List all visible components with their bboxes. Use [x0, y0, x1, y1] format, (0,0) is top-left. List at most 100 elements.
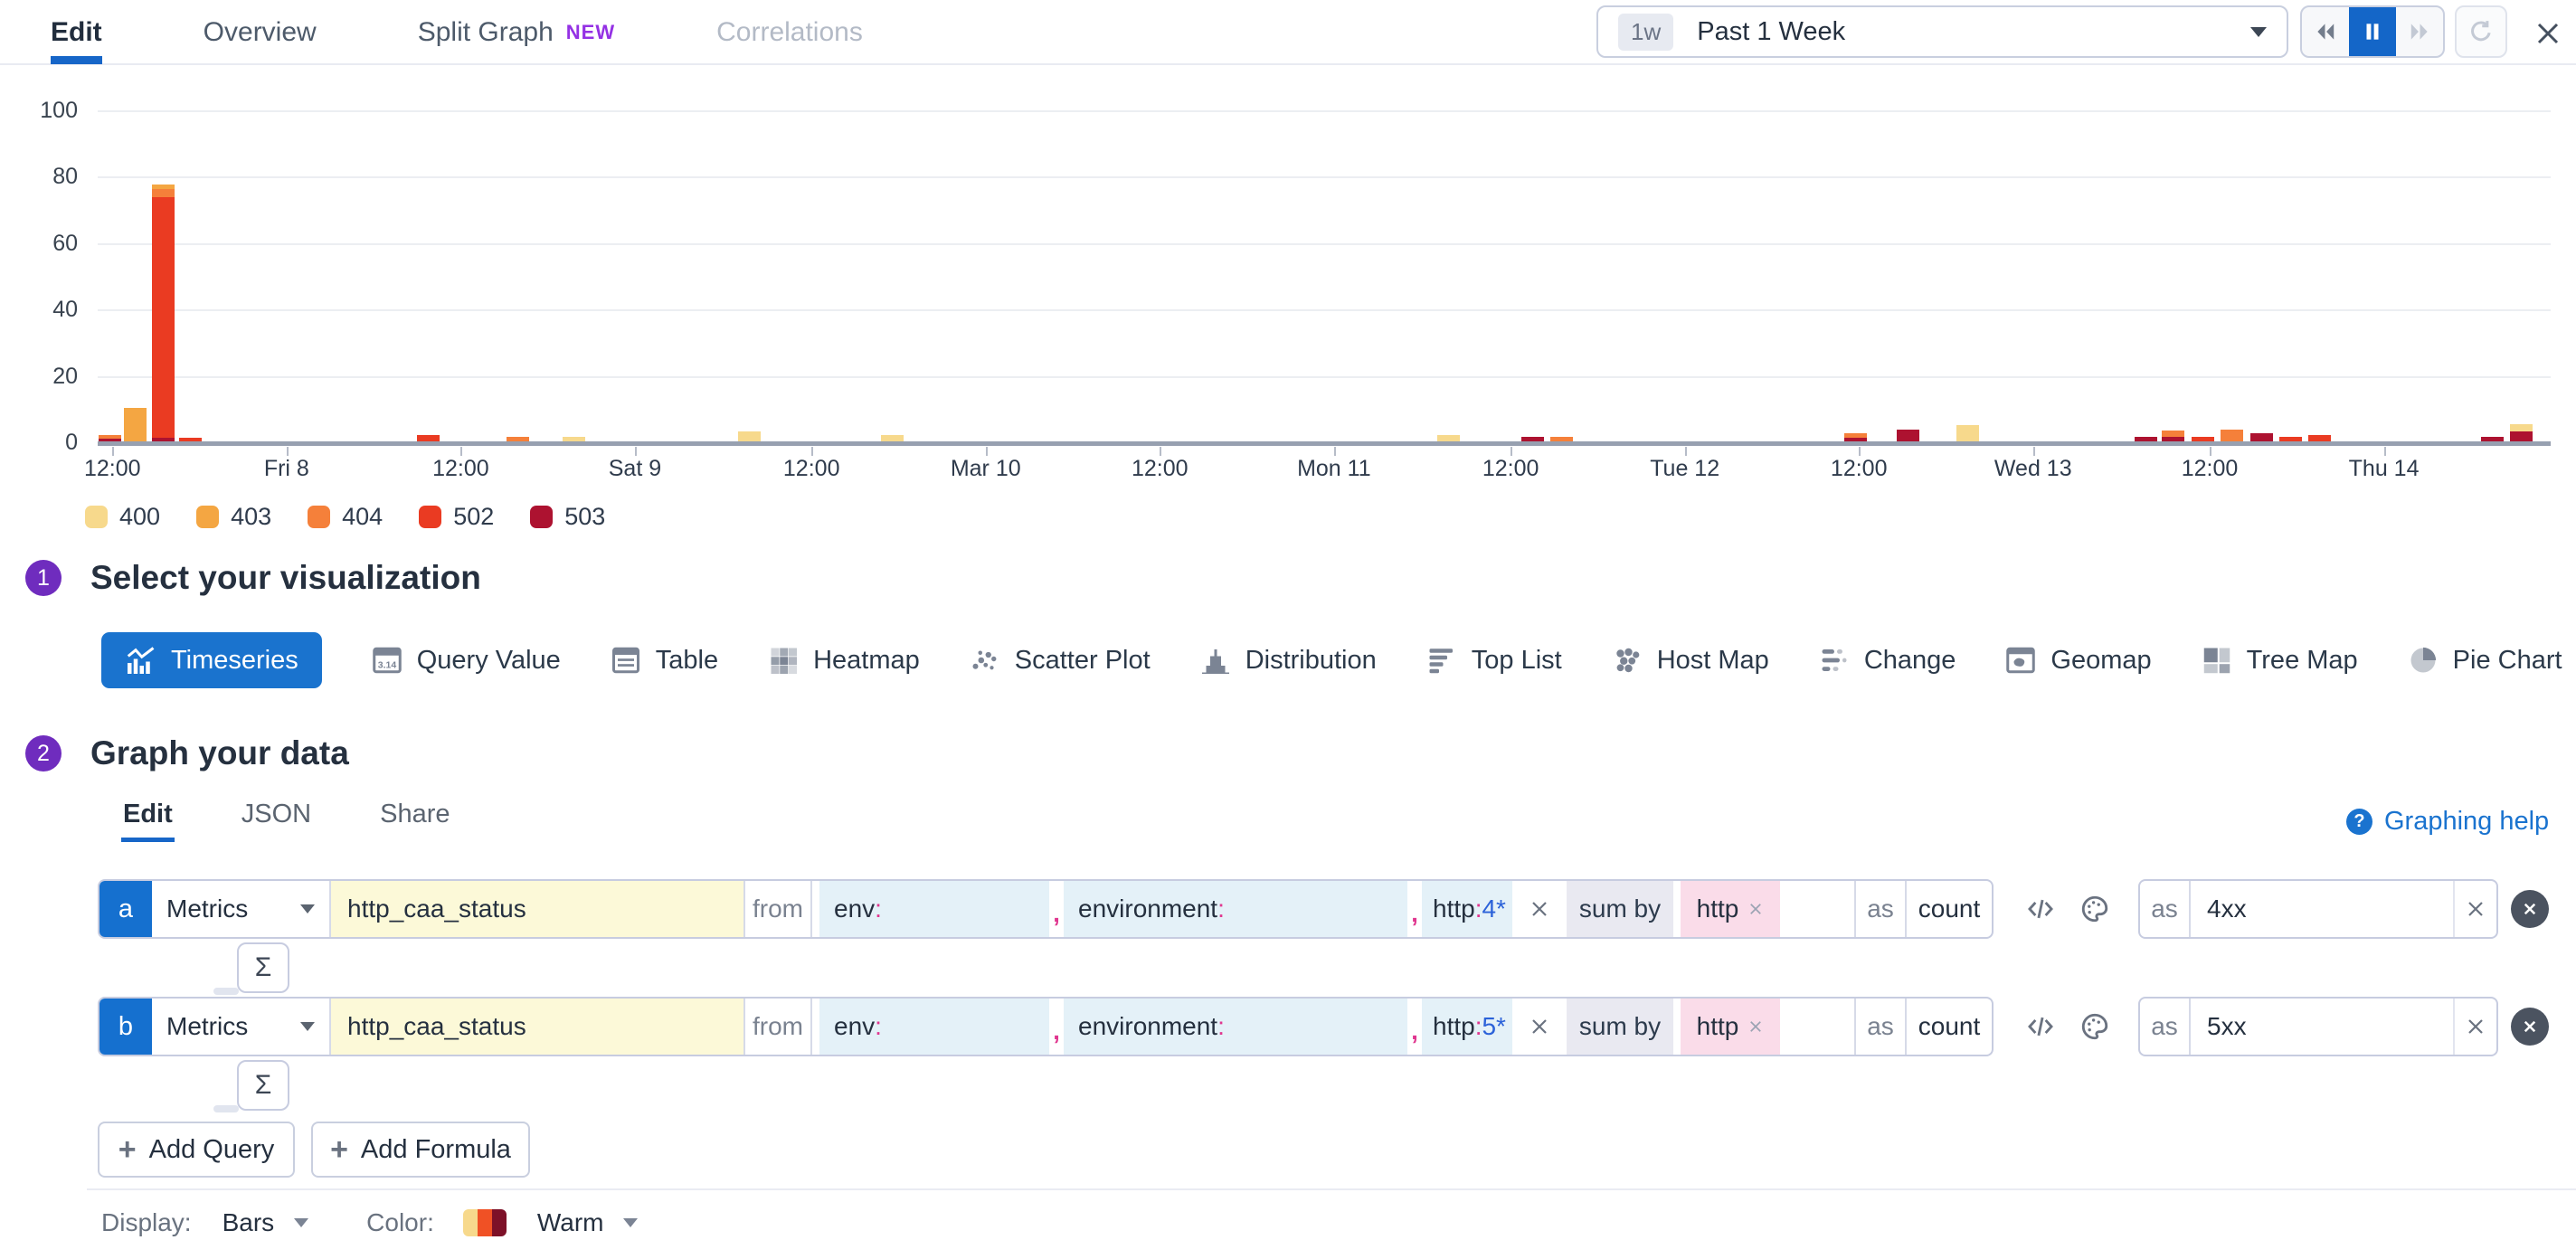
query-b-code-button[interactable]: [2021, 1007, 2060, 1046]
bar-segment-503: [1844, 438, 1868, 441]
x-axis-tick-label: 12:00: [1132, 456, 1189, 481]
query-a-source-select[interactable]: Metrics: [152, 881, 331, 937]
bar-segment-404: [1550, 436, 1574, 441]
forward-button[interactable]: [2396, 7, 2443, 56]
query-b-sigma-button[interactable]: Σ: [237, 1060, 289, 1111]
query-a-environment-filter[interactable]: environment:: [1064, 881, 1407, 937]
chart-bar: [2162, 430, 2185, 441]
query-a-alias-clear-button[interactable]: [2453, 881, 2496, 937]
tab-edit[interactable]: Edit: [51, 0, 102, 65]
query-a-sum-by[interactable]: sum by: [1567, 881, 1673, 937]
remove-tag-icon[interactable]: [1747, 901, 1764, 917]
legend-item-403[interactable]: 403: [196, 503, 271, 531]
tab-correlations[interactable]: Correlations: [716, 0, 863, 65]
query-a-as-label: as: [1854, 881, 1905, 937]
query-b-remove-button[interactable]: [2511, 1008, 2549, 1046]
legend-item-503[interactable]: 503: [530, 503, 605, 531]
query-a-alias-input[interactable]: 4xx: [2207, 895, 2247, 923]
chevron-down-icon[interactable]: [294, 1218, 309, 1227]
add-query-button[interactable]: + Add Query: [98, 1122, 295, 1178]
scatter-plot-icon: [969, 644, 1001, 677]
x-axis-tick: [2210, 447, 2212, 456]
viz-option-distribution[interactable]: Distribution: [1199, 644, 1377, 677]
query-a-code-button[interactable]: [2021, 889, 2060, 929]
query-b-as-label: as: [1854, 999, 1905, 1055]
query-b-palette-button[interactable]: [2075, 1007, 2115, 1046]
query-a-group-tag[interactable]: http: [1681, 881, 1780, 937]
clear-icon: [2465, 1016, 2486, 1037]
viz-option-geomap[interactable]: Geomap: [2004, 644, 2152, 677]
tab-overview-label: Overview: [203, 17, 317, 47]
query-b-sum-by[interactable]: sum by: [1567, 999, 1673, 1055]
chart-legend: 400 403 404 502 503: [85, 503, 605, 531]
add-formula-button[interactable]: + Add Formula: [311, 1122, 530, 1178]
chart-bar: [151, 184, 175, 441]
display-type-select[interactable]: Bars: [222, 1208, 275, 1236]
pause-button[interactable]: [2349, 7, 2396, 56]
query-b-environment-filter[interactable]: environment:: [1064, 999, 1407, 1055]
x-axis-line: [98, 441, 2551, 446]
viz-option-top-list[interactable]: Top List: [1425, 644, 1562, 677]
legend-item-400[interactable]: 400: [85, 503, 160, 531]
chevron-down-icon[interactable]: [623, 1218, 639, 1227]
viz-option-pie-chart[interactable]: Pie Chart: [2407, 644, 2562, 677]
viz-option-host-map[interactable]: Host Map: [1611, 644, 1769, 677]
refresh-button[interactable]: [2455, 5, 2507, 58]
tab-split-graph[interactable]: Split Graph NEW: [418, 0, 615, 65]
viz-option-timeseries[interactable]: Timeseries: [101, 632, 322, 688]
query-b-http-filter[interactable]: http:5*: [1422, 999, 1512, 1055]
palette-icon: [2079, 894, 2110, 924]
chart-bar: [2191, 436, 2214, 441]
query-a-env-filter[interactable]: env:: [819, 881, 1049, 937]
query-a-remove-button[interactable]: [2511, 890, 2549, 928]
viz-option-query-value[interactable]: 3.14 Query Value: [371, 644, 561, 677]
close-button[interactable]: [2531, 16, 2565, 51]
x-axis-tick: [2383, 447, 2386, 456]
query-b-alias-input[interactable]: 5xx: [2207, 1012, 2247, 1040]
tab-overview[interactable]: Overview: [204, 0, 317, 65]
bar-segment-400: [2509, 423, 2533, 431]
graphing-help-link[interactable]: ? Graphing help: [2346, 807, 2549, 837]
editor-tab-edit[interactable]: Edit: [121, 800, 175, 842]
query-a-metric-field[interactable]: http_caa_status: [331, 881, 745, 937]
query-a-sigma-button[interactable]: Σ: [237, 942, 289, 993]
query-b-env-filter[interactable]: env:: [819, 999, 1049, 1055]
query-a-clear-filter-button[interactable]: [1512, 881, 1567, 937]
query-b-bar: b Metrics http_caa_status from env: , en…: [98, 997, 1994, 1056]
query-b-aggregator[interactable]: count: [1905, 999, 1992, 1055]
viz-option-table[interactable]: Table: [610, 644, 718, 677]
rewind-button[interactable]: [2302, 7, 2349, 56]
query-a-palette-button[interactable]: [2075, 889, 2115, 929]
editor-tab-json[interactable]: JSON: [241, 800, 312, 828]
query-b-metric-field[interactable]: http_caa_status: [331, 999, 745, 1055]
x-axis-tick-label: Fri 8: [263, 456, 309, 481]
query-b-alias-clear-button[interactable]: [2453, 999, 2496, 1055]
bar-segment-400: [1437, 434, 1461, 441]
editor-tab-share[interactable]: Share: [380, 800, 450, 828]
chart-bar: [179, 437, 203, 441]
viz-option-change[interactable]: Change: [1818, 644, 1956, 677]
time-range-selector[interactable]: 1w Past 1 Week: [1596, 5, 2288, 58]
query-b-group-tag[interactable]: http: [1681, 999, 1780, 1055]
y-axis-tick-label: 0: [65, 430, 78, 455]
query-a-http-filter[interactable]: http:4*: [1422, 881, 1512, 937]
query-a-aggregator[interactable]: count: [1905, 881, 1992, 937]
viz-option-scatter-plot[interactable]: Scatter Plot: [969, 644, 1151, 677]
x-axis-tick: [985, 447, 988, 456]
query-b-clear-filter-button[interactable]: [1512, 999, 1567, 1055]
query-b-source-select[interactable]: Metrics: [152, 999, 331, 1055]
x-axis-tick-label: Mar 10: [950, 456, 1021, 481]
viz-option-heatmap[interactable]: Heatmap: [767, 644, 920, 677]
x-axis-tick: [2032, 447, 2035, 456]
palette-swatch[interactable]: [462, 1209, 507, 1236]
chart-bar: [417, 434, 440, 441]
bar-segment-503: [2480, 436, 2504, 441]
remove-tag-icon[interactable]: [1747, 1018, 1764, 1035]
chart-bar: [507, 436, 530, 441]
gridline: [98, 110, 2551, 112]
x-axis-tick-label: 12:00: [84, 456, 141, 481]
palette-select[interactable]: Warm: [536, 1208, 604, 1236]
legend-item-502[interactable]: 502: [419, 503, 494, 531]
legend-item-404[interactable]: 404: [308, 503, 383, 531]
viz-option-tree-map[interactable]: Tree Map: [2201, 644, 2358, 677]
